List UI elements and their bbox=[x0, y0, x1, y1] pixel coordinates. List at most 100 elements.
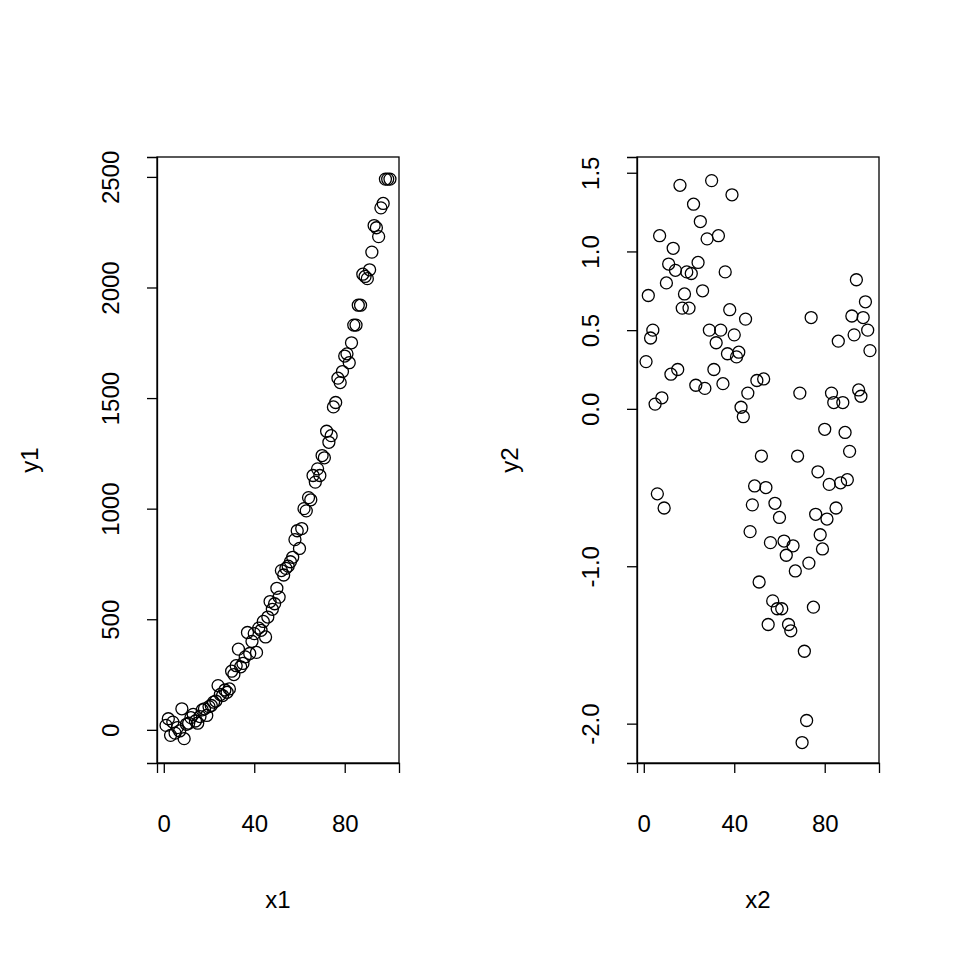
x-tick-mark bbox=[164, 763, 165, 773]
x-axis: 0 40 80 bbox=[638, 763, 880, 837]
y-tick-label: 1500 bbox=[97, 372, 124, 425]
plot-frame bbox=[157, 157, 399, 763]
point bbox=[785, 625, 797, 637]
point bbox=[699, 382, 711, 394]
point bbox=[805, 312, 817, 324]
point bbox=[701, 233, 713, 245]
point bbox=[760, 482, 772, 494]
y-tick-mark bbox=[147, 177, 157, 178]
y-tick: 1000 bbox=[97, 482, 157, 535]
point bbox=[293, 542, 305, 554]
y-axis-title: y2 bbox=[496, 447, 523, 472]
point bbox=[724, 304, 736, 316]
point bbox=[350, 319, 362, 331]
y-tick-label: 0 bbox=[97, 724, 124, 737]
point bbox=[706, 175, 718, 187]
point bbox=[674, 179, 686, 191]
y-tick-label: 1.5 bbox=[577, 157, 604, 190]
point bbox=[640, 356, 652, 368]
point bbox=[737, 411, 749, 423]
point bbox=[642, 290, 654, 302]
point bbox=[336, 366, 348, 378]
y-tick: 500 bbox=[97, 600, 157, 640]
y-tick-mark bbox=[627, 251, 637, 252]
point bbox=[377, 197, 389, 209]
x-tick-label: 40 bbox=[721, 810, 748, 837]
point bbox=[373, 231, 385, 243]
point bbox=[176, 703, 188, 715]
point bbox=[694, 216, 706, 228]
x-tick: 0 bbox=[158, 763, 171, 837]
point bbox=[370, 222, 382, 234]
point bbox=[733, 346, 745, 358]
point bbox=[744, 526, 756, 538]
point bbox=[334, 377, 346, 389]
point bbox=[325, 430, 337, 442]
point bbox=[864, 345, 876, 357]
y-tick: 1500 bbox=[97, 372, 157, 425]
point bbox=[361, 273, 373, 285]
y-tick-label: 2500 bbox=[97, 151, 124, 204]
point bbox=[658, 502, 670, 514]
plot-2: 0 40 80 1.51.00.50.0-1.0-2.0 x2 y2 bbox=[496, 157, 879, 914]
point bbox=[807, 601, 819, 613]
point bbox=[303, 492, 315, 504]
point bbox=[814, 529, 826, 541]
x-tick-label: 40 bbox=[241, 810, 268, 837]
point bbox=[794, 387, 806, 399]
point bbox=[844, 445, 856, 457]
point bbox=[251, 646, 263, 658]
point bbox=[835, 477, 847, 489]
y-tick: -1.0 bbox=[577, 546, 637, 587]
point bbox=[819, 423, 831, 435]
point bbox=[692, 256, 704, 268]
point bbox=[764, 537, 776, 549]
point bbox=[769, 497, 781, 509]
point bbox=[651, 488, 663, 500]
point bbox=[228, 669, 240, 681]
point bbox=[330, 396, 342, 408]
x-axis: 04080 bbox=[158, 763, 400, 837]
point bbox=[789, 565, 801, 577]
point bbox=[346, 337, 358, 349]
point bbox=[740, 313, 752, 325]
y-tick-mark bbox=[147, 509, 157, 510]
point bbox=[178, 733, 190, 745]
x-axis-title: x2 bbox=[745, 886, 770, 913]
point bbox=[669, 264, 681, 276]
y-tick-mark bbox=[147, 287, 157, 288]
x-tick-mark bbox=[644, 763, 645, 773]
point bbox=[848, 329, 860, 341]
point bbox=[755, 450, 767, 462]
point bbox=[318, 452, 330, 464]
point bbox=[223, 683, 235, 695]
point bbox=[803, 557, 815, 569]
point bbox=[715, 324, 727, 336]
point bbox=[812, 466, 824, 478]
point bbox=[726, 189, 738, 201]
point bbox=[366, 246, 378, 258]
point bbox=[857, 312, 869, 324]
x-tick-mark bbox=[254, 763, 255, 773]
y-axis-line bbox=[627, 158, 638, 764]
point bbox=[846, 310, 858, 322]
point bbox=[271, 582, 283, 594]
point bbox=[341, 348, 353, 360]
x-tick-label: 80 bbox=[812, 810, 839, 837]
point bbox=[649, 398, 661, 410]
point bbox=[676, 302, 688, 314]
y-axis-title: y1 bbox=[16, 447, 43, 472]
point bbox=[778, 535, 790, 547]
point bbox=[305, 494, 317, 506]
point bbox=[667, 242, 679, 254]
point bbox=[697, 285, 709, 297]
y-tick-mark bbox=[147, 730, 157, 731]
x-tick-label: 0 bbox=[638, 810, 651, 837]
point bbox=[708, 363, 720, 375]
point bbox=[647, 324, 659, 336]
point bbox=[792, 450, 804, 462]
y-axis: 1.51.00.50.0-1.0-2.0 bbox=[577, 157, 638, 764]
y-tick: 2500 bbox=[97, 151, 157, 204]
point bbox=[323, 436, 335, 448]
point bbox=[798, 645, 810, 657]
